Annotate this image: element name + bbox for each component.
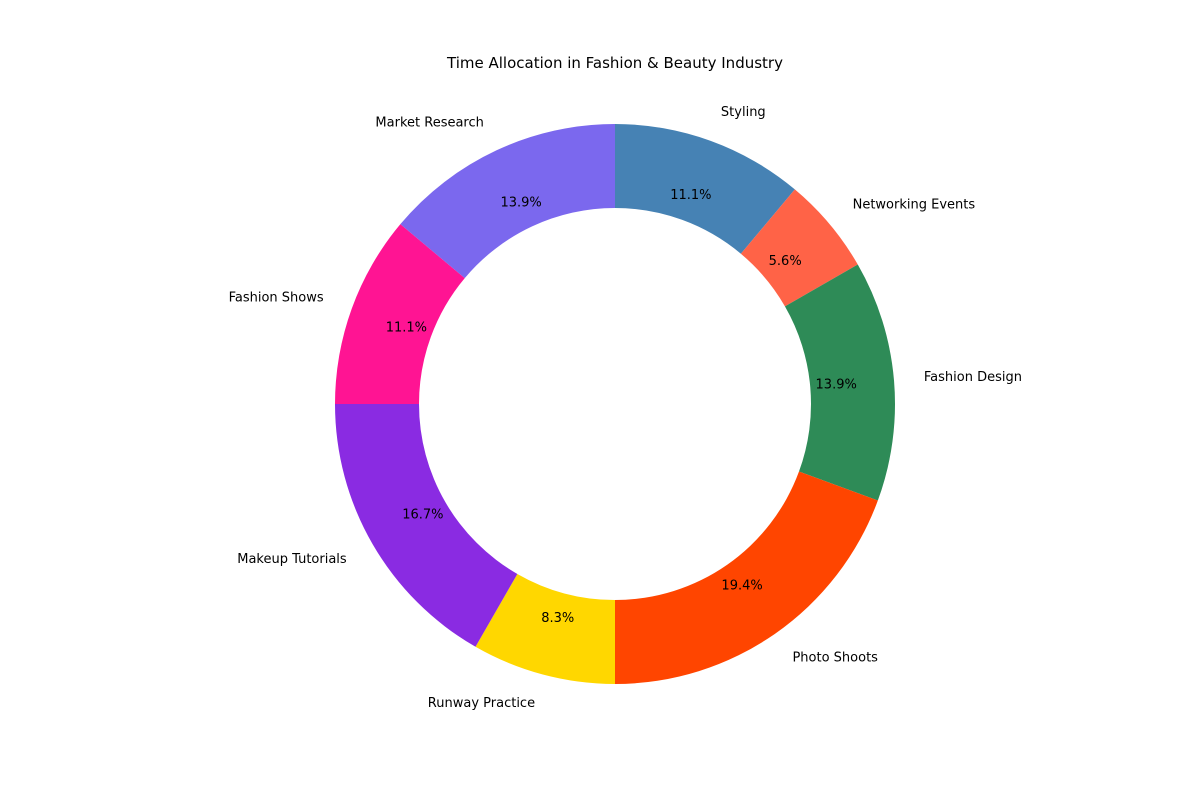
slice-label-makeup-tutorials: Makeup Tutorials — [237, 552, 347, 567]
pct-label-makeup-tutorials: 16.7% — [402, 508, 443, 523]
pct-label-photo-shoots: 19.4% — [721, 579, 762, 594]
slice-market-research — [400, 124, 615, 279]
slice-networking-events — [740, 189, 858, 307]
donut-slices — [335, 124, 895, 684]
chart-title: Time Allocation in Fashion & Beauty Indu… — [446, 54, 783, 72]
pct-label-networking-events: 5.6% — [769, 254, 802, 269]
slice-label-market-research: Market Research — [375, 116, 483, 131]
slice-label-fashion-design: Fashion Design — [924, 370, 1022, 385]
slice-label-fashion-shows: Fashion Shows — [229, 291, 324, 306]
slice-label-runway-practice: Runway Practice — [428, 696, 535, 711]
slice-styling — [615, 124, 795, 254]
slice-runway-practice — [475, 573, 615, 684]
slice-makeup-tutorials — [335, 404, 518, 647]
pct-label-market-research: 13.9% — [500, 195, 541, 210]
slice-labels: Styling Networking Events Fashion Design Ph… — [229, 105, 1022, 711]
slice-label-networking-events: Networking Events — [853, 197, 976, 212]
pct-label-fashion-design: 13.9% — [816, 378, 857, 393]
slice-photo-shoots — [615, 471, 878, 684]
pct-label-styling: 11.1% — [670, 188, 711, 203]
pct-label-fashion-shows: 11.1% — [386, 321, 427, 336]
slice-label-photo-shoots: Photo Shoots — [792, 651, 878, 666]
slice-fashion-shows — [335, 224, 465, 404]
slice-label-styling: Styling — [721, 105, 766, 120]
pct-label-runway-practice: 8.3% — [541, 611, 574, 626]
percentage-labels: 11.1% 5.6% 13.9% 19.4% 8.3% 16.7% 11.1% 13.9% — [386, 188, 857, 626]
slice-fashion-design — [784, 264, 895, 501]
